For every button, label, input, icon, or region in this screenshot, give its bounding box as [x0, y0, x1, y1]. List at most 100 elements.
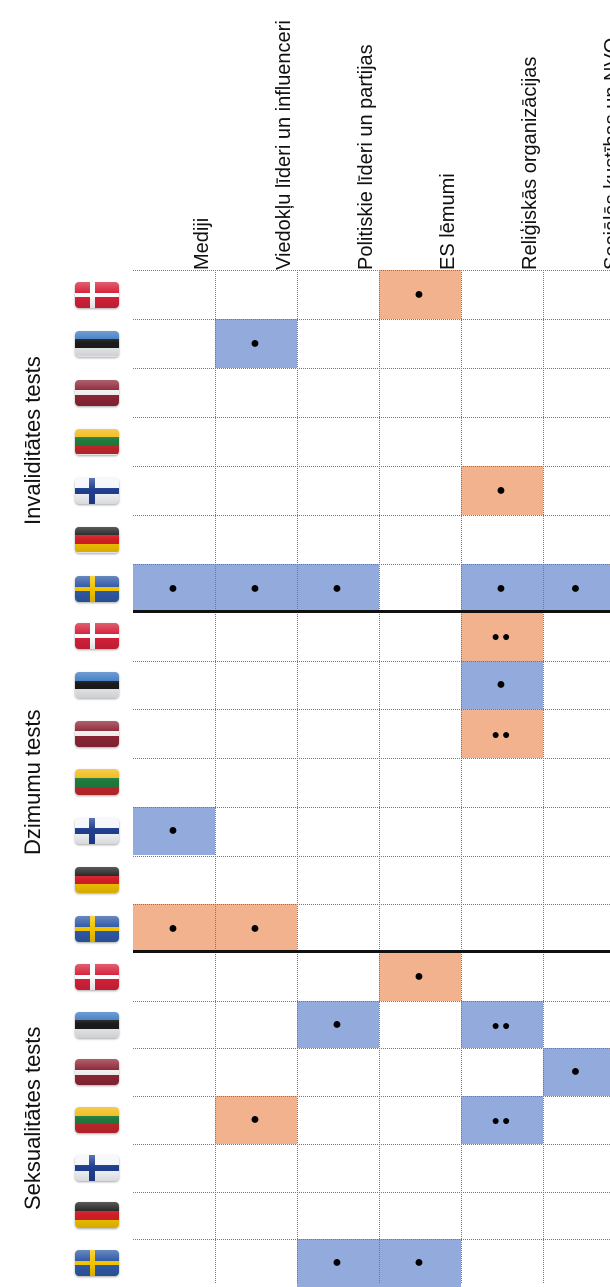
flag-part [75, 672, 119, 681]
dot-marker: ● [332, 1015, 344, 1033]
dot-marker: ● [414, 285, 426, 303]
row-divider [133, 417, 610, 418]
flag-part [75, 1202, 119, 1211]
highlighted-cell: ● [379, 1239, 461, 1287]
column-header-label: Viedokļu līderi un influenceri [273, 20, 295, 270]
row-divider [133, 270, 610, 271]
dot-marker: ● [250, 1110, 262, 1128]
germany-flag [75, 1202, 119, 1229]
row-divider [133, 1143, 610, 1145]
column-header: Sociālās kustības un NVO [543, 0, 610, 270]
flag-part [75, 720, 119, 732]
highlighted-cell: ● [297, 1239, 379, 1287]
dot-marker: ● [332, 1254, 344, 1272]
row-divider [133, 1000, 610, 1002]
row-divider [133, 855, 610, 857]
dot-marker: ● [250, 579, 262, 597]
flag-part [75, 731, 119, 737]
column-header-label: Mediji [191, 217, 213, 270]
finland-flag [75, 477, 119, 504]
flag-part [75, 1261, 119, 1266]
dot-marker: ●● [491, 725, 513, 742]
lithuania-flag [75, 769, 119, 796]
highlighted-cell: ● [461, 564, 543, 613]
highlighted-cell: ●● [461, 709, 543, 759]
dot-marker: ● [168, 822, 180, 840]
flag-part [75, 974, 119, 979]
highlighted-cell: ● [297, 564, 379, 613]
highlighted-cell: ● [379, 270, 461, 319]
dot-marker: ●● [491, 628, 513, 645]
flag-part [75, 292, 119, 297]
estonia-flag [75, 672, 119, 699]
flag-part [75, 347, 119, 357]
row-divider [133, 319, 610, 320]
flag-part [75, 689, 119, 699]
row-divider [133, 709, 610, 711]
flag-part [75, 526, 119, 536]
highlighted-cell: ●● [461, 612, 543, 661]
flag-part [90, 915, 95, 942]
column-divider [379, 270, 380, 1283]
germany-flag [75, 526, 119, 553]
flag-part [75, 634, 119, 639]
dot-marker: ● [496, 579, 508, 597]
row-divider [133, 758, 610, 760]
column-divider [461, 270, 462, 1283]
dot-marker: ● [414, 1254, 426, 1272]
flag-part [75, 1211, 119, 1220]
highlighted-cell: ● [133, 564, 215, 613]
sweden-flag [75, 915, 119, 942]
flag-part [75, 1219, 119, 1229]
dot-marker: ● [332, 579, 344, 597]
flag-part [90, 1250, 95, 1277]
flag-part [75, 778, 119, 787]
column-header: Viedokļu līderi un influenceri [215, 0, 297, 270]
group-label: Invaliditātes tests [20, 356, 45, 525]
column-header: Reliģiskās organizācijas [461, 0, 543, 270]
flag-part [89, 1154, 95, 1181]
flag-part [89, 477, 95, 504]
flag-part [75, 535, 119, 544]
dot-marker: ● [414, 967, 426, 985]
highlighted-cell: ●● [461, 1096, 543, 1144]
flag-part [90, 623, 95, 650]
flag-part [75, 379, 119, 390]
highlighted-cell: ● [543, 1048, 610, 1097]
flag-part [75, 866, 119, 876]
latvia-flag [75, 379, 119, 406]
flag-part [75, 769, 119, 779]
flag-part [75, 680, 119, 690]
column-header-label: Politiskie līderi un partijas [355, 44, 377, 270]
row-divider [133, 1096, 610, 1098]
estonia-flag [75, 1011, 119, 1038]
highlighted-cell: ● [379, 953, 461, 1001]
row-divider [133, 904, 610, 906]
highlighted-cell: ● [133, 904, 215, 953]
row-divider [133, 515, 610, 516]
dot-marker: ● [570, 579, 583, 597]
column-divider [543, 270, 544, 1283]
row-divider [133, 1239, 610, 1241]
flag-part [75, 1115, 119, 1125]
flag-part [90, 281, 95, 308]
flag-part [75, 1059, 119, 1070]
flag-part [89, 818, 95, 845]
flag-part [75, 736, 119, 747]
flag-part [75, 339, 119, 348]
flag-part [75, 1164, 119, 1171]
row-divider [133, 564, 610, 565]
flag-part [75, 1028, 119, 1038]
flag-part [75, 1106, 119, 1116]
lithuania-flag [75, 1106, 119, 1133]
flag-part [75, 330, 119, 340]
flag-part [75, 1124, 119, 1133]
latvia-flag [75, 720, 119, 747]
row-divider [133, 368, 610, 369]
flag-part [75, 586, 119, 591]
group-separator [133, 610, 610, 613]
flag-part [75, 543, 119, 553]
sweden-flag [75, 575, 119, 602]
highlighted-cell: ●● [461, 1000, 543, 1049]
